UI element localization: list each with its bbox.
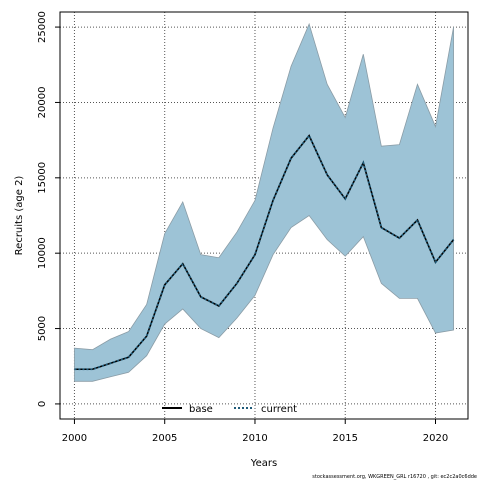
legend: base current <box>162 404 297 415</box>
x-axis-ticks: 2000 2005 2010 2015 2020 <box>62 419 448 444</box>
y-axis-label: Recruits (age 2) <box>14 176 25 256</box>
series-layer <box>74 133 455 371</box>
x-tick-label-2010: 2010 <box>242 433 267 444</box>
plot-frame <box>59 11 469 420</box>
legend-entry-base: base <box>189 404 213 415</box>
footer-credit: stockassessment.org, WKGREEN_GRL r16720 … <box>312 474 477 480</box>
y-axis-ticks: 0 5000 10000 15000 20000 25000 <box>37 11 60 407</box>
y-tick-label-20000: 20000 <box>37 87 48 119</box>
x-tick-label-2020: 2020 <box>423 433 448 444</box>
x-tick-label-2005: 2005 <box>152 433 177 444</box>
y-tick-label-15000: 15000 <box>37 162 48 194</box>
y-tick-label-25000: 25000 <box>37 11 48 43</box>
x-tick-label-2000: 2000 <box>62 433 87 444</box>
y-tick-label-0: 0 <box>37 401 48 407</box>
legend-entry-current: current <box>261 404 297 415</box>
series-line-base <box>74 134 455 371</box>
confidence-band-layer <box>74 22 454 382</box>
confidence-band <box>74 22 454 382</box>
x-tick-label-2015: 2015 <box>333 433 358 444</box>
y-tick-label-5000: 5000 <box>37 316 48 341</box>
y-tick-label-10000: 10000 <box>37 237 48 269</box>
x-axis-label: Years <box>250 458 277 469</box>
